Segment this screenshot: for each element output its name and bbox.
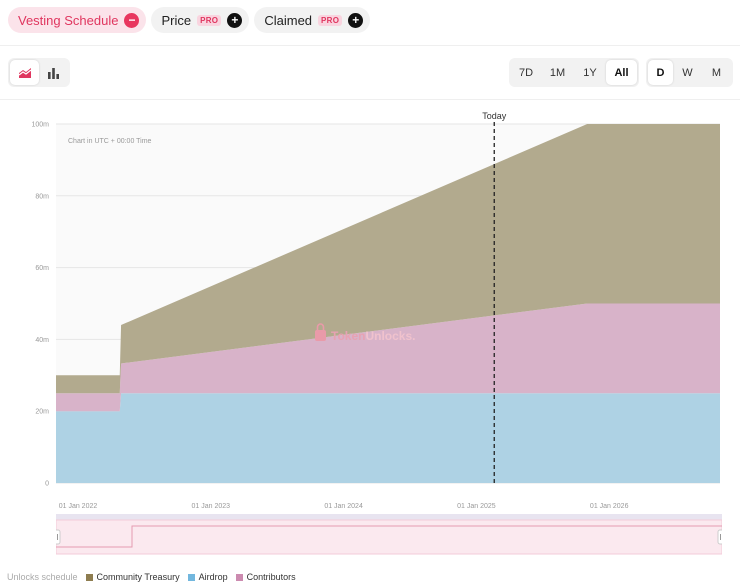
pro-badge: PRO [197, 14, 222, 26]
navigator-series-line [56, 525, 722, 548]
y-tick-label: 100m [31, 122, 49, 129]
today-label: Today [482, 111, 507, 121]
y-tick-label: 20m [35, 409, 49, 416]
timezone-note: Chart in UTC + 00:00 Time [68, 138, 152, 145]
tab-vesting-schedule[interactable]: Vesting Schedule − [8, 7, 147, 33]
range-7d[interactable]: 7D [518, 66, 534, 79]
y-tick-label: 0 [45, 481, 49, 488]
watermark-text: TokenUnlocks. [331, 329, 415, 343]
divider [0, 45, 740, 46]
granularity-selector: D W M [646, 58, 733, 87]
divider [0, 99, 740, 100]
tab-label: Claimed [264, 12, 313, 28]
y-axis: 0 20m 40m 60m 80m 100m [31, 122, 49, 488]
range-all[interactable]: All [606, 60, 637, 85]
remove-icon[interactable]: − [124, 12, 140, 28]
y-tick-label: 60m [35, 265, 49, 272]
navigator-handle-right[interactable] [717, 529, 722, 545]
x-tick-label: 01 Jan 2024 [324, 503, 363, 510]
range-navigator[interactable] [56, 514, 722, 556]
area-contributors [56, 303, 720, 412]
area-chart-icon [18, 67, 31, 78]
area-chart-button[interactable] [10, 60, 39, 85]
navigator-window [56, 519, 722, 555]
legend-label: Community Treasury [96, 572, 180, 582]
vesting-chart: 0 20m 40m 60m 80m 100m 01 Jan 2022 01 Jan 2023… [31, 111, 720, 510]
view-tabs: Vesting Schedule − Price PRO + Claimed P… [8, 7, 371, 33]
tab-claimed[interactable]: Claimed PRO + [254, 7, 371, 33]
granularity-month[interactable]: M [711, 66, 722, 79]
x-tick-label: 01 Jan 2025 [457, 503, 496, 510]
tab-label: Vesting Schedule [18, 12, 119, 28]
area-community-treasury [56, 124, 720, 394]
area-airdrop [56, 393, 720, 483]
range-1m[interactable]: 1M [549, 66, 566, 79]
x-tick-label: 01 Jan 2022 [59, 503, 98, 510]
legend-swatch [85, 573, 93, 581]
legend: Unlocks schedule Community Treasury Aird… [7, 572, 304, 582]
granularity-week[interactable]: W [682, 66, 693, 79]
x-tick-label: 01 Jan 2023 [192, 503, 231, 510]
legend-label: Airdrop [198, 572, 228, 582]
legend-item-contributors[interactable]: Contributors [235, 572, 296, 582]
series-areas [56, 124, 720, 483]
lock-icon [315, 323, 326, 341]
x-axis: 01 Jan 2022 01 Jan 2023 01 Jan 2024 01 Jan … [59, 503, 629, 510]
navigator-scrollbar[interactable] [56, 514, 722, 520]
pro-badge: PRO [318, 14, 343, 26]
range-selector: 7D 1M 1Y All [509, 58, 639, 87]
legend-swatch [187, 573, 195, 581]
range-1y[interactable]: 1Y [583, 66, 597, 79]
granularity-day[interactable]: D [648, 60, 673, 85]
x-tick-label: 01 Jan 2026 [590, 503, 629, 510]
tab-price[interactable]: Price PRO + [151, 7, 250, 33]
chart-type-toggle [8, 58, 70, 87]
y-tick-label: 80m [35, 193, 49, 200]
legend-item-airdrop[interactable]: Airdrop [187, 572, 228, 582]
navigator-handle-left[interactable] [56, 529, 61, 545]
legend-title: Unlocks schedule [7, 572, 78, 582]
watermark: TokenUnlocks. [315, 323, 415, 343]
legend-item-community-treasury[interactable]: Community Treasury [85, 572, 180, 582]
bar-chart-button[interactable] [39, 60, 68, 85]
legend-swatch [235, 573, 243, 581]
add-icon[interactable]: + [348, 12, 364, 28]
add-icon[interactable]: + [227, 12, 243, 28]
legend-label: Contributors [246, 572, 296, 582]
y-tick-label: 40m [35, 337, 49, 344]
bar-chart-icon [48, 67, 59, 79]
tab-label: Price [161, 12, 192, 28]
